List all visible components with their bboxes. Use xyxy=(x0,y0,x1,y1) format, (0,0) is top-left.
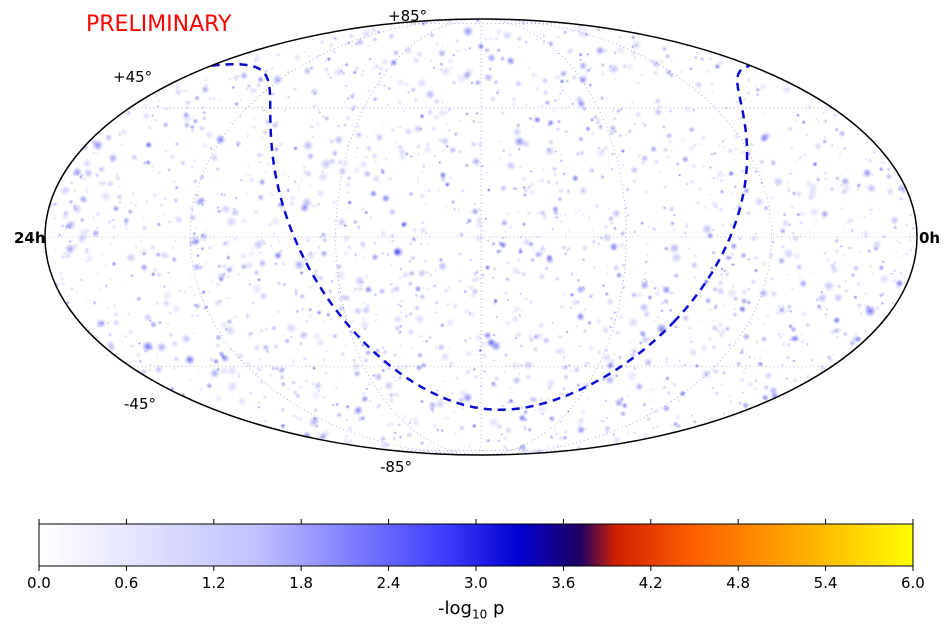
colorbar-tick-label: 5.4 xyxy=(814,574,838,592)
colorbar-tick-label: 2.4 xyxy=(377,574,401,592)
colorbar-tick-label: 3.6 xyxy=(551,574,575,592)
colorbar-axis-title: -log10 p xyxy=(438,598,504,622)
colorbar-tick-label: 0.6 xyxy=(114,574,138,592)
dec-label-bottom: -85° xyxy=(380,458,412,476)
ra-label-left: 24h xyxy=(14,229,46,247)
colorbar-tick-label: 4.2 xyxy=(639,574,663,592)
colorbar-gradient xyxy=(39,524,913,566)
dec-label-top: +85° xyxy=(388,7,427,25)
colorbar-tick-label: 6.0 xyxy=(901,574,925,592)
colorbar-tick-label: 1.8 xyxy=(289,574,313,592)
dec-label-lower: -45° xyxy=(124,395,156,413)
colorbar-tick-label: 4.8 xyxy=(726,574,750,592)
colorbar-tick-label: 3.0 xyxy=(464,574,488,592)
colorbar-tick-label: 0.0 xyxy=(27,574,51,592)
dec-label-upper: +45° xyxy=(113,68,152,86)
ra-label-right: 0h xyxy=(919,229,940,247)
colorbar-tick-label: 1.2 xyxy=(202,574,226,592)
